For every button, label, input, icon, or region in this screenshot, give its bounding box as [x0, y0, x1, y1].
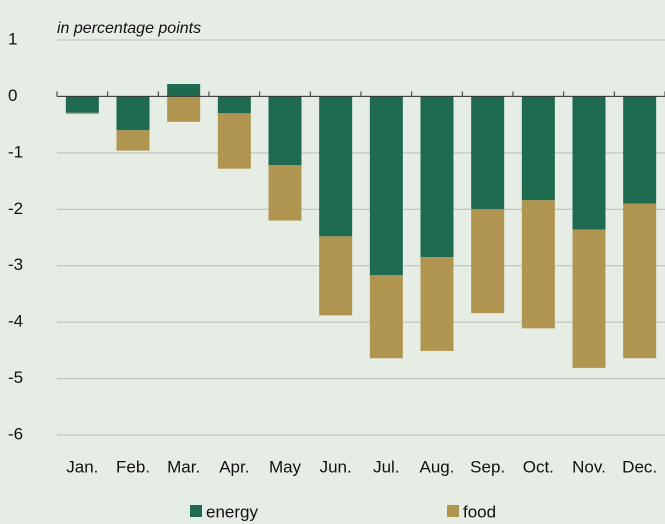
bar — [65, 96, 99, 113]
bar — [521, 200, 555, 329]
bar — [521, 96, 555, 201]
bar — [471, 96, 505, 210]
bar — [319, 236, 353, 316]
bar — [572, 96, 606, 230]
bar — [167, 96, 201, 122]
bar — [217, 96, 251, 114]
y-tick-label: -3 — [8, 255, 23, 274]
bar — [369, 96, 403, 276]
bar — [217, 113, 251, 169]
y-tick-label: -4 — [8, 312, 23, 331]
bar — [65, 112, 99, 114]
legend-swatch — [190, 505, 202, 517]
x-tick-label: Jul. — [373, 457, 399, 476]
bar — [420, 96, 454, 258]
bar — [420, 257, 454, 351]
bar — [369, 275, 403, 359]
bar — [116, 130, 150, 151]
y-tick-label: -2 — [8, 199, 23, 218]
legend-swatch — [447, 505, 459, 517]
bar — [116, 96, 150, 131]
legend-label: food — [463, 502, 496, 521]
y-tick-label: -1 — [8, 142, 23, 161]
bar — [268, 165, 302, 221]
x-tick-label: Jan. — [66, 457, 98, 476]
bar — [167, 84, 201, 97]
bar — [268, 96, 302, 166]
x-tick-label: Jun. — [320, 457, 352, 476]
legend-label: energy — [206, 502, 258, 521]
x-tick-label: Feb. — [116, 457, 150, 476]
y-tick-label: -6 — [8, 424, 23, 443]
y-tick-label: -5 — [8, 368, 23, 387]
x-tick-label: Nov. — [572, 457, 606, 476]
bar — [319, 96, 353, 237]
y-tick-label: 0 — [8, 86, 17, 105]
x-tick-label: Dec. — [622, 457, 657, 476]
y-tick-label: 1 — [8, 29, 17, 48]
bar — [572, 229, 606, 368]
bar — [471, 209, 505, 314]
bar — [623, 203, 657, 359]
bar — [623, 96, 657, 204]
x-tick-label: Aug. — [420, 457, 455, 476]
x-tick-label: May — [269, 457, 302, 476]
x-tick-label: Sep. — [470, 457, 505, 476]
subtitle: in percentage points — [57, 20, 201, 37]
x-tick-label: Apr. — [219, 457, 249, 476]
x-tick-label: Oct. — [523, 457, 554, 476]
x-tick-label: Mar. — [167, 457, 200, 476]
